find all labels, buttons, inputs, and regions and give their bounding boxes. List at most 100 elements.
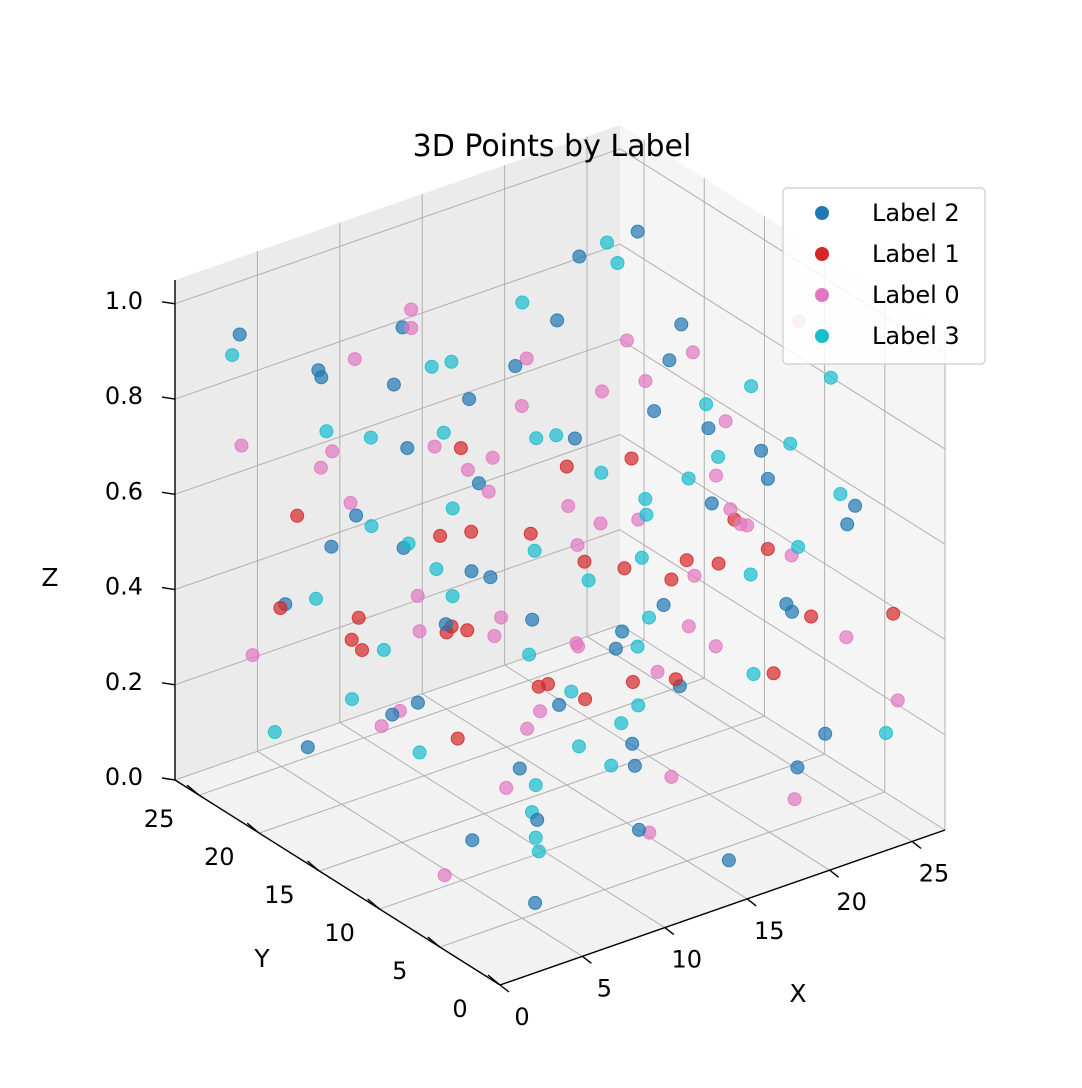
z-tick [161,396,176,400]
data-point [460,462,475,477]
data-point [833,487,848,501]
data-point [355,643,369,658]
x-tick [664,927,675,936]
data-point [520,721,535,736]
data-point [429,562,444,577]
x-tick [911,840,922,850]
data-point [300,740,315,755]
data-point [404,302,419,317]
data-point [630,639,645,654]
data-point [581,573,596,588]
data-point [647,404,662,419]
data-point [615,624,630,639]
data-point [485,450,500,465]
data-point [804,609,819,624]
data-point [531,844,546,859]
data-point [376,642,391,657]
data-point [639,507,654,522]
data-point [410,695,425,710]
y-tick-label: 5 [392,957,407,985]
z-tick [161,491,176,495]
grid-line [421,693,748,900]
data-point [225,348,240,363]
data-point [349,508,364,523]
data-point [664,769,679,784]
data-point [744,379,759,394]
data-point [631,698,646,713]
data-point [424,359,439,374]
data-point [638,374,653,389]
data-point [624,451,639,466]
grid-line [319,715,765,872]
data-point [668,672,683,687]
legend: Label 2 Label 1 Label 0 Label 3 [782,187,986,365]
data-point [386,377,401,392]
data-point [550,313,565,328]
data-point [522,647,537,662]
data-point [436,425,451,440]
data-point [314,370,329,385]
data-point [309,591,323,606]
y-tick-label: 25 [144,805,175,833]
data-point [245,648,260,663]
data-point [625,736,640,751]
z-axis-label: Z [41,563,58,592]
data-point [412,745,427,760]
data-point [650,664,665,679]
data-point [779,597,794,611]
data-point [564,684,579,699]
data-point [595,384,609,399]
data-point [632,822,646,837]
data-point [600,235,614,250]
y-axis-label: Y [253,944,270,973]
z-tick [161,777,176,781]
legend-label: Label 1 [872,240,960,268]
data-point [711,449,726,464]
chart-title: 3D Points by Label [413,129,692,164]
data-point [561,499,576,513]
grid-line [259,677,705,834]
data-point [363,430,378,445]
data-point [760,471,775,486]
data-point [890,693,905,708]
data-point [401,536,416,551]
grid-line [619,624,946,831]
x-tick-label: 15 [754,917,785,945]
data-point [483,570,498,585]
data-point [552,697,567,712]
y-tick [186,784,200,796]
data-point [743,567,758,582]
data-point [465,833,480,848]
data-point [848,498,863,513]
data-point [570,538,585,553]
data-point [674,317,689,332]
data-point [627,758,642,773]
data-point [679,553,694,568]
grid-line [174,243,621,400]
data-point [427,439,442,454]
data-point [571,639,586,654]
data-point [494,610,509,625]
data-point [514,399,529,413]
data-point [529,431,544,446]
data-point [464,524,479,539]
data-point [559,459,574,474]
grid-line [619,434,946,640]
grid-line [586,636,913,842]
legend-marker [815,288,829,302]
data-point [533,704,548,719]
data-point [525,612,540,627]
y-tick [487,974,501,986]
x-tick-label: 0 [514,1003,529,1031]
data-point [783,436,798,451]
data-point [313,460,328,475]
data-point [410,588,425,603]
data-point [462,392,477,407]
z-tick-label: 0.6 [105,477,143,505]
data-point [787,792,802,807]
y-tick-label: 0 [452,995,467,1023]
y-tick [306,860,320,872]
y-tick-label: 15 [264,881,295,909]
